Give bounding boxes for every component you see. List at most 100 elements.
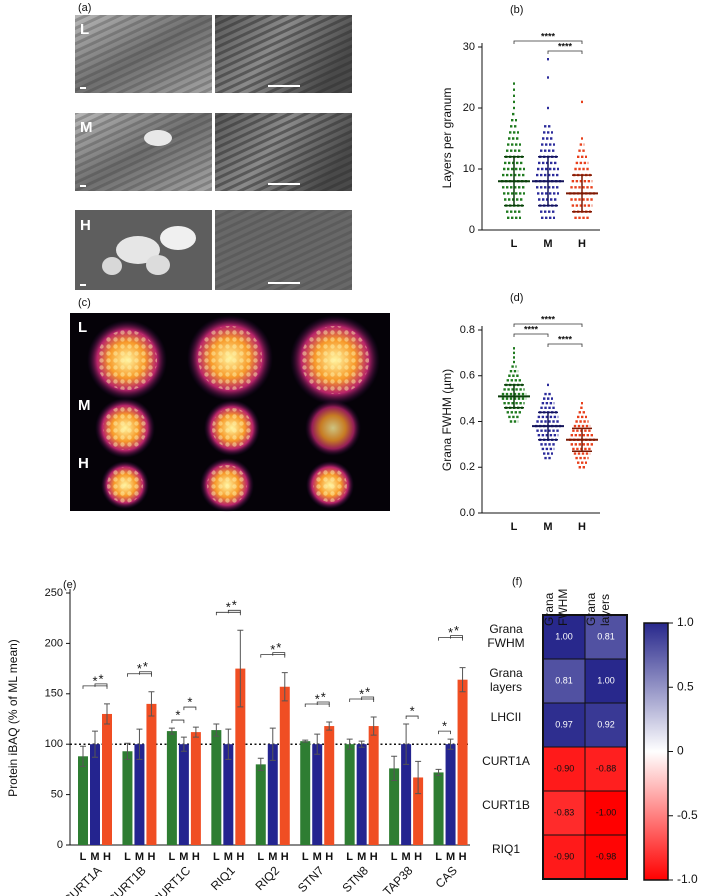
x-tick-label: M — [543, 521, 552, 533]
x-tick-label: H — [578, 238, 586, 250]
error-bar — [459, 667, 466, 693]
series-label: M — [402, 851, 411, 863]
series-label: L — [346, 851, 353, 863]
sted-images: (c) L M H — [70, 297, 390, 512]
series-label: L — [169, 851, 176, 863]
heatmap-cell — [584, 834, 628, 880]
significance-label: * — [143, 659, 148, 674]
x-tick-label: STN7 — [295, 863, 327, 895]
x-tick-label: CURT1B — [105, 863, 149, 896]
significance-label: * — [410, 703, 415, 718]
cell-label: -0.88 — [596, 763, 617, 773]
y-tick-label: 250 — [45, 587, 63, 599]
cell-label: -0.90 — [554, 851, 575, 861]
y-tick-label: 0 — [57, 839, 63, 851]
series-label: L — [213, 851, 220, 863]
row-label: Grana layers — [489, 666, 523, 694]
series-label: M — [446, 851, 455, 863]
significance-label: **** — [558, 41, 573, 51]
heatmap-border — [542, 614, 628, 880]
series-label: L — [124, 851, 131, 863]
bar — [90, 744, 100, 845]
bar — [235, 668, 246, 845]
series-label: H — [414, 851, 422, 863]
significance-label: * — [175, 708, 180, 723]
significance-label: * — [365, 684, 370, 699]
micrographs: (a) L M H — [75, 2, 352, 290]
y-tick-label: 20 — [463, 102, 475, 114]
y-tick-label: 100 — [45, 738, 63, 750]
colorbar-tick-label: -1.0 — [677, 872, 698, 886]
x-tick-label: M — [543, 238, 552, 250]
sted-texture — [103, 406, 147, 450]
series-label: L — [435, 851, 442, 863]
significance-label: **** — [541, 314, 556, 324]
error-bar — [281, 672, 288, 702]
error-bar — [104, 703, 110, 725]
panel-label: (a) — [78, 2, 91, 14]
series-label: M — [357, 851, 366, 863]
significance-label: * — [276, 640, 281, 655]
significance-label: * — [98, 671, 103, 686]
error-bar — [148, 691, 155, 717]
error-bar — [314, 733, 321, 755]
error-bar — [346, 738, 353, 750]
bar — [324, 726, 335, 845]
starch-grain — [160, 226, 196, 250]
micrograph-texture — [215, 15, 352, 93]
error-bar — [326, 721, 333, 731]
series-label: M — [313, 851, 322, 863]
significance-bracket — [316, 701, 330, 706]
error-bar — [415, 760, 422, 795]
y-tick-label: 150 — [45, 688, 63, 700]
y-tick-label: 0.4 — [460, 415, 475, 427]
significance-label: * — [315, 691, 320, 706]
bar — [267, 744, 278, 845]
series-label: L — [257, 851, 264, 863]
x-tick-label: CURT1C — [149, 863, 193, 896]
error-bar — [391, 755, 398, 781]
error-bar — [124, 742, 131, 760]
significance-label: * — [187, 695, 192, 710]
significance-bracket — [547, 343, 583, 347]
x-tick-label: CURT1A — [61, 863, 105, 896]
starch-grain — [102, 257, 122, 275]
row-label: H — [80, 217, 91, 234]
series-label: M — [179, 851, 188, 863]
bar — [102, 713, 112, 845]
bar — [223, 744, 234, 845]
bar — [166, 731, 177, 845]
bar — [433, 772, 444, 845]
y-tick-label: 200 — [45, 637, 63, 649]
series-label: M — [224, 851, 233, 863]
panel-label: (f) — [512, 576, 522, 588]
heatmap-cell — [584, 614, 628, 660]
y-tick-label: 0 — [469, 224, 475, 236]
error-bar — [370, 716, 377, 736]
significance-label: * — [321, 689, 326, 704]
bar — [457, 679, 468, 845]
cell-label: -1.00 — [596, 807, 617, 817]
significance-label: * — [226, 600, 231, 615]
x-tick-label: STN8 — [339, 863, 371, 895]
y-axis-title: Protein iBAQ (% of ML mean) — [6, 639, 20, 797]
significance-label: **** — [541, 31, 556, 41]
colorbar-tick-label: 0 — [677, 744, 684, 758]
starch-grain — [146, 255, 170, 275]
cell-label: 1.00 — [555, 631, 573, 641]
panel-label: (c) — [78, 297, 91, 309]
error-bar — [92, 730, 98, 758]
series-label: L — [80, 851, 87, 863]
sted-texture — [207, 465, 247, 505]
starch-grain — [144, 130, 172, 146]
row-label: CURT1A — [482, 754, 530, 768]
significance-bracket — [513, 323, 583, 327]
starch-grain — [116, 236, 160, 264]
bar — [413, 777, 424, 845]
row-label: RIQ1 — [491, 842, 520, 856]
micrograph-texture — [215, 210, 352, 290]
sted-texture — [107, 467, 143, 503]
x-tick-label: RIQ2 — [252, 863, 282, 893]
y-tick-label: 0.2 — [460, 461, 475, 473]
significance-label: * — [92, 673, 97, 688]
